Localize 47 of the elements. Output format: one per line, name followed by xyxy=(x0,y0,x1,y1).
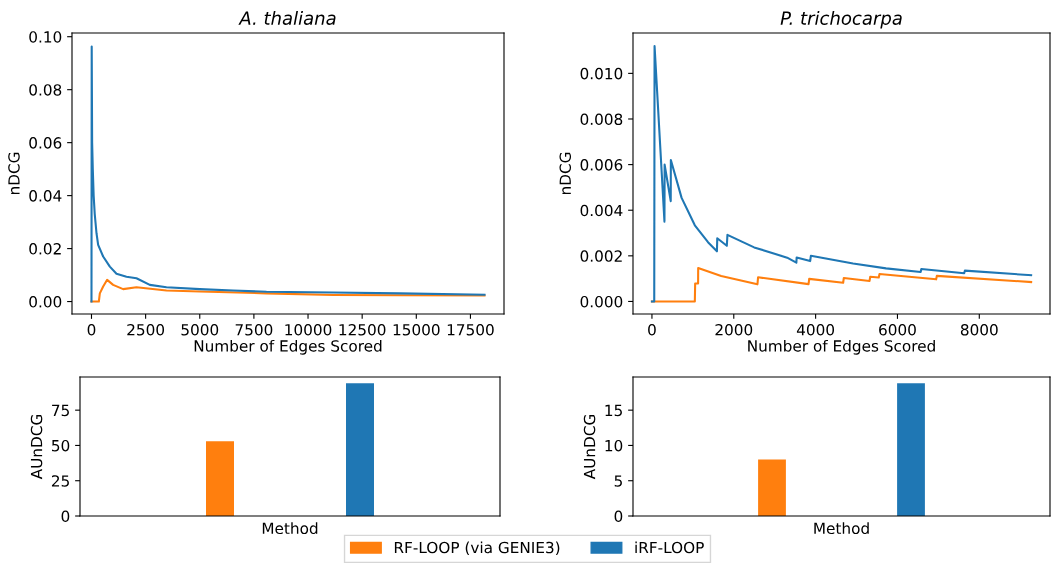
y-axis-title: AUnDCG xyxy=(583,414,596,480)
y-axis-title: nDCG xyxy=(8,152,20,195)
x-tick-label: 12500 xyxy=(339,323,386,336)
y-axis-title: AUnDCG xyxy=(30,414,43,480)
y-tick-label: 0.002 xyxy=(580,250,622,262)
y-tick-label: 0.10 xyxy=(29,31,62,43)
line-series xyxy=(90,45,486,303)
y-tick-label: 25 xyxy=(51,475,69,487)
y-tick-label: 10 xyxy=(605,439,623,452)
y-tick-label: 50 xyxy=(52,439,70,452)
y-tick-label: 0.04 xyxy=(29,190,62,202)
legend-label: RF-LOOP (via GENIE3) xyxy=(394,541,560,556)
x-tick-label: 8000 xyxy=(960,323,998,336)
y-axis-title: nDCG xyxy=(559,152,572,195)
x-tick-label: 5000 xyxy=(181,323,219,336)
legend-label: iRF-LOOP xyxy=(635,541,704,554)
y-tick-label: 0.000 xyxy=(580,295,623,308)
y-tick-label: 0.010 xyxy=(580,67,623,80)
y-tick-label: 0 xyxy=(614,510,623,523)
y-tick-label: 5 xyxy=(614,475,622,487)
x-axis-title: Method xyxy=(814,522,869,535)
y-tick-label: 0.06 xyxy=(29,137,62,149)
x-tick-label: 0 xyxy=(648,323,656,336)
x-tick-label: 4000 xyxy=(796,323,835,336)
chart-title: A. thaliana xyxy=(238,10,336,25)
y-tick-label: 15 xyxy=(605,404,622,417)
chart-title: P. trichocarpa xyxy=(780,10,902,29)
x-tick-label: 6000 xyxy=(879,323,916,336)
x-tick-label: 0 xyxy=(87,323,96,336)
x-tick-label: 15000 xyxy=(393,323,440,336)
x-axis-title: Number of Edges Scored xyxy=(194,339,382,355)
y-tick-label: 0.00 xyxy=(29,296,62,308)
y-tick-label: 0.004 xyxy=(580,204,623,217)
x-tick-label: 17500 xyxy=(447,323,494,336)
y-tick-label: 75 xyxy=(52,404,69,417)
x-tick-label: 7500 xyxy=(235,323,273,336)
y-tick-label: 0.006 xyxy=(580,159,623,171)
y-tick-label: 0.008 xyxy=(580,113,623,126)
y-tick-label: 0.08 xyxy=(29,84,62,96)
x-tick-label: 2000 xyxy=(715,323,753,336)
x-tick-label: 10000 xyxy=(285,323,332,336)
y-tick-label: 0 xyxy=(61,510,70,523)
x-axis-title: Method xyxy=(262,522,318,535)
line-series xyxy=(650,44,1033,303)
x-tick-label: 2500 xyxy=(127,323,165,336)
x-axis-title: Number of Edges Scored xyxy=(748,339,935,355)
y-tick-label: 0.02 xyxy=(29,243,61,255)
